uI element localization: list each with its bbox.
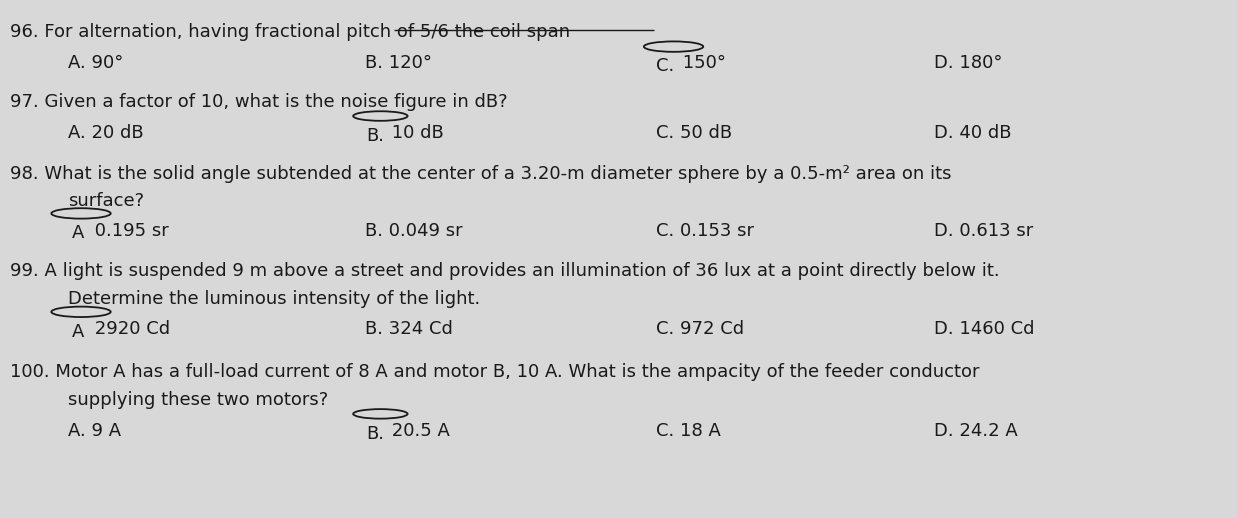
Text: D. 1460 Cd: D. 1460 Cd [934, 320, 1034, 338]
Text: 10 dB: 10 dB [386, 124, 444, 142]
Text: 0.195 sr: 0.195 sr [89, 222, 168, 240]
Text: 150°: 150° [677, 54, 726, 73]
Text: supplying these two motors?: supplying these two motors? [68, 391, 328, 409]
Text: C. 18 A: C. 18 A [656, 422, 720, 440]
Text: A: A [72, 323, 84, 341]
Text: A. 20 dB: A. 20 dB [68, 124, 143, 142]
Text: 96. For alternation, having fractional pitch of 5/6 the coil span: 96. For alternation, having fractional p… [10, 23, 570, 41]
Text: 20.5 A: 20.5 A [386, 422, 450, 440]
Text: D. 40 dB: D. 40 dB [934, 124, 1012, 142]
Text: 97. Given a factor of 10, what is the noise figure in dB?: 97. Given a factor of 10, what is the no… [10, 93, 507, 111]
Text: 100. Motor A has a full-load current of 8 A and motor B, 10 A. What is the ampac: 100. Motor A has a full-load current of … [10, 363, 980, 381]
Text: A: A [72, 224, 84, 242]
Text: A. 9 A: A. 9 A [68, 422, 121, 440]
Text: C. 0.153 sr: C. 0.153 sr [656, 222, 753, 240]
Text: A. 90°: A. 90° [68, 54, 124, 73]
Text: C. 972 Cd: C. 972 Cd [656, 320, 743, 338]
Text: 2920 Cd: 2920 Cd [89, 320, 171, 338]
Text: B. 324 Cd: B. 324 Cd [365, 320, 453, 338]
Text: Determine the luminous intensity of the light.: Determine the luminous intensity of the … [68, 290, 480, 308]
Text: D. 180°: D. 180° [934, 54, 1002, 73]
Text: C. 50 dB: C. 50 dB [656, 124, 732, 142]
Text: B. 0.049 sr: B. 0.049 sr [365, 222, 463, 240]
Text: D. 24.2 A: D. 24.2 A [934, 422, 1018, 440]
Text: B.: B. [366, 425, 383, 443]
Text: D. 0.613 sr: D. 0.613 sr [934, 222, 1033, 240]
Text: 98. What is the solid angle subtended at the center of a 3.20-m diameter sphere : 98. What is the solid angle subtended at… [10, 165, 951, 183]
Text: surface?: surface? [68, 192, 145, 210]
Text: 99. A light is suspended 9 m above a street and provides an illumination of 36 l: 99. A light is suspended 9 m above a str… [10, 262, 999, 280]
Text: B. 120°: B. 120° [365, 54, 432, 73]
Text: C.: C. [657, 57, 674, 75]
Text: B.: B. [366, 127, 383, 145]
